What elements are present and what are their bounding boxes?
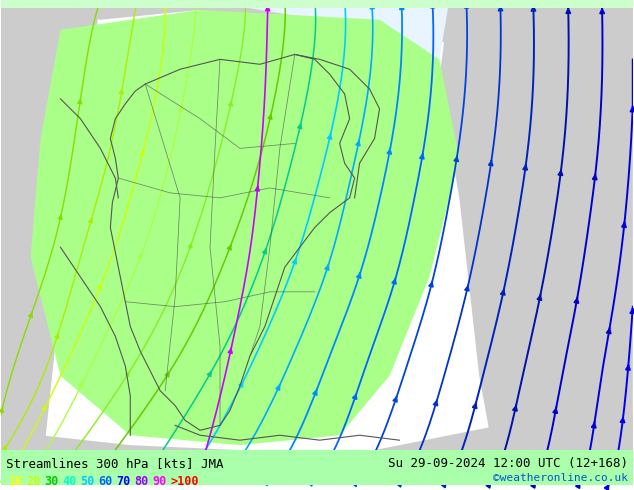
Bar [1, 0, 633, 8]
Polygon shape [439, 0, 633, 485]
Text: 10: 10 [9, 475, 23, 488]
Text: 20: 20 [27, 475, 41, 488]
Text: 40: 40 [63, 475, 77, 488]
Text: 30: 30 [44, 475, 59, 488]
Polygon shape [1, 416, 633, 485]
Bar [1, 450, 633, 485]
Text: 50: 50 [81, 475, 94, 488]
Text: 60: 60 [98, 475, 113, 488]
Text: 70: 70 [116, 475, 131, 488]
Text: Streamlines 300 hPa [kts] JMA: Streamlines 300 hPa [kts] JMA [6, 457, 223, 470]
Text: 80: 80 [134, 475, 148, 488]
Polygon shape [1, 0, 633, 79]
Text: Su 29-09-2024 12:00 UTC (12+168): Su 29-09-2024 12:00 UTC (12+168) [388, 457, 628, 470]
Polygon shape [1, 0, 100, 485]
Polygon shape [200, 0, 450, 59]
Text: ©weatheronline.co.uk: ©weatheronline.co.uk [493, 473, 628, 483]
Polygon shape [30, 10, 459, 445]
Text: >100: >100 [170, 475, 198, 488]
Text: 90: 90 [152, 475, 167, 488]
